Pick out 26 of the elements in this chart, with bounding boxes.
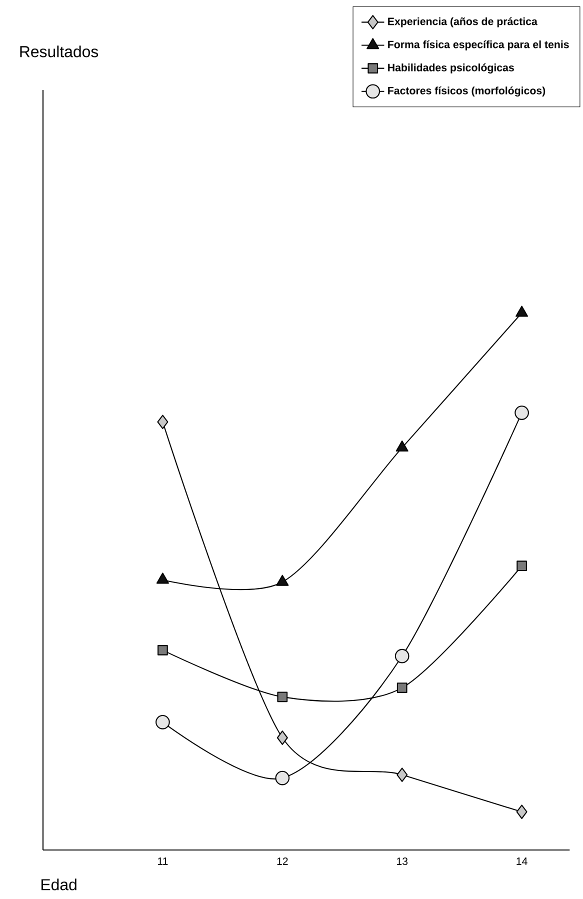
- x-tick-label: 11: [158, 858, 168, 865]
- point: [394, 648, 410, 664]
- point: [276, 730, 288, 745]
- text: Resultados: [20, 46, 98, 58]
- point: [396, 440, 408, 452]
- point: [516, 560, 527, 572]
- point: [275, 770, 290, 786]
- point: [156, 714, 170, 730]
- x-tick-label: 14: [516, 858, 528, 865]
- point: [157, 414, 168, 430]
- point: [396, 682, 408, 693]
- x-tick-label: 13: [397, 858, 408, 866]
- legend-label: Habilidades psicológicas: [388, 63, 514, 74]
- legend-label: Forma física específica para el tenis: [388, 40, 569, 50]
- point: [276, 574, 289, 586]
- point: [396, 768, 408, 782]
- point: [277, 692, 288, 702]
- legend-label: Factores físicos (morfológicos): [388, 86, 546, 97]
- legend-label: Experiencia (años de práctica: [388, 17, 538, 28]
- point: [158, 645, 168, 656]
- point: [514, 406, 529, 420]
- x-axis-title: Edad: [42, 878, 76, 890]
- x-tick-label: 12: [277, 858, 288, 865]
- point: [516, 306, 528, 317]
- point: [516, 804, 528, 820]
- point: [156, 572, 169, 584]
